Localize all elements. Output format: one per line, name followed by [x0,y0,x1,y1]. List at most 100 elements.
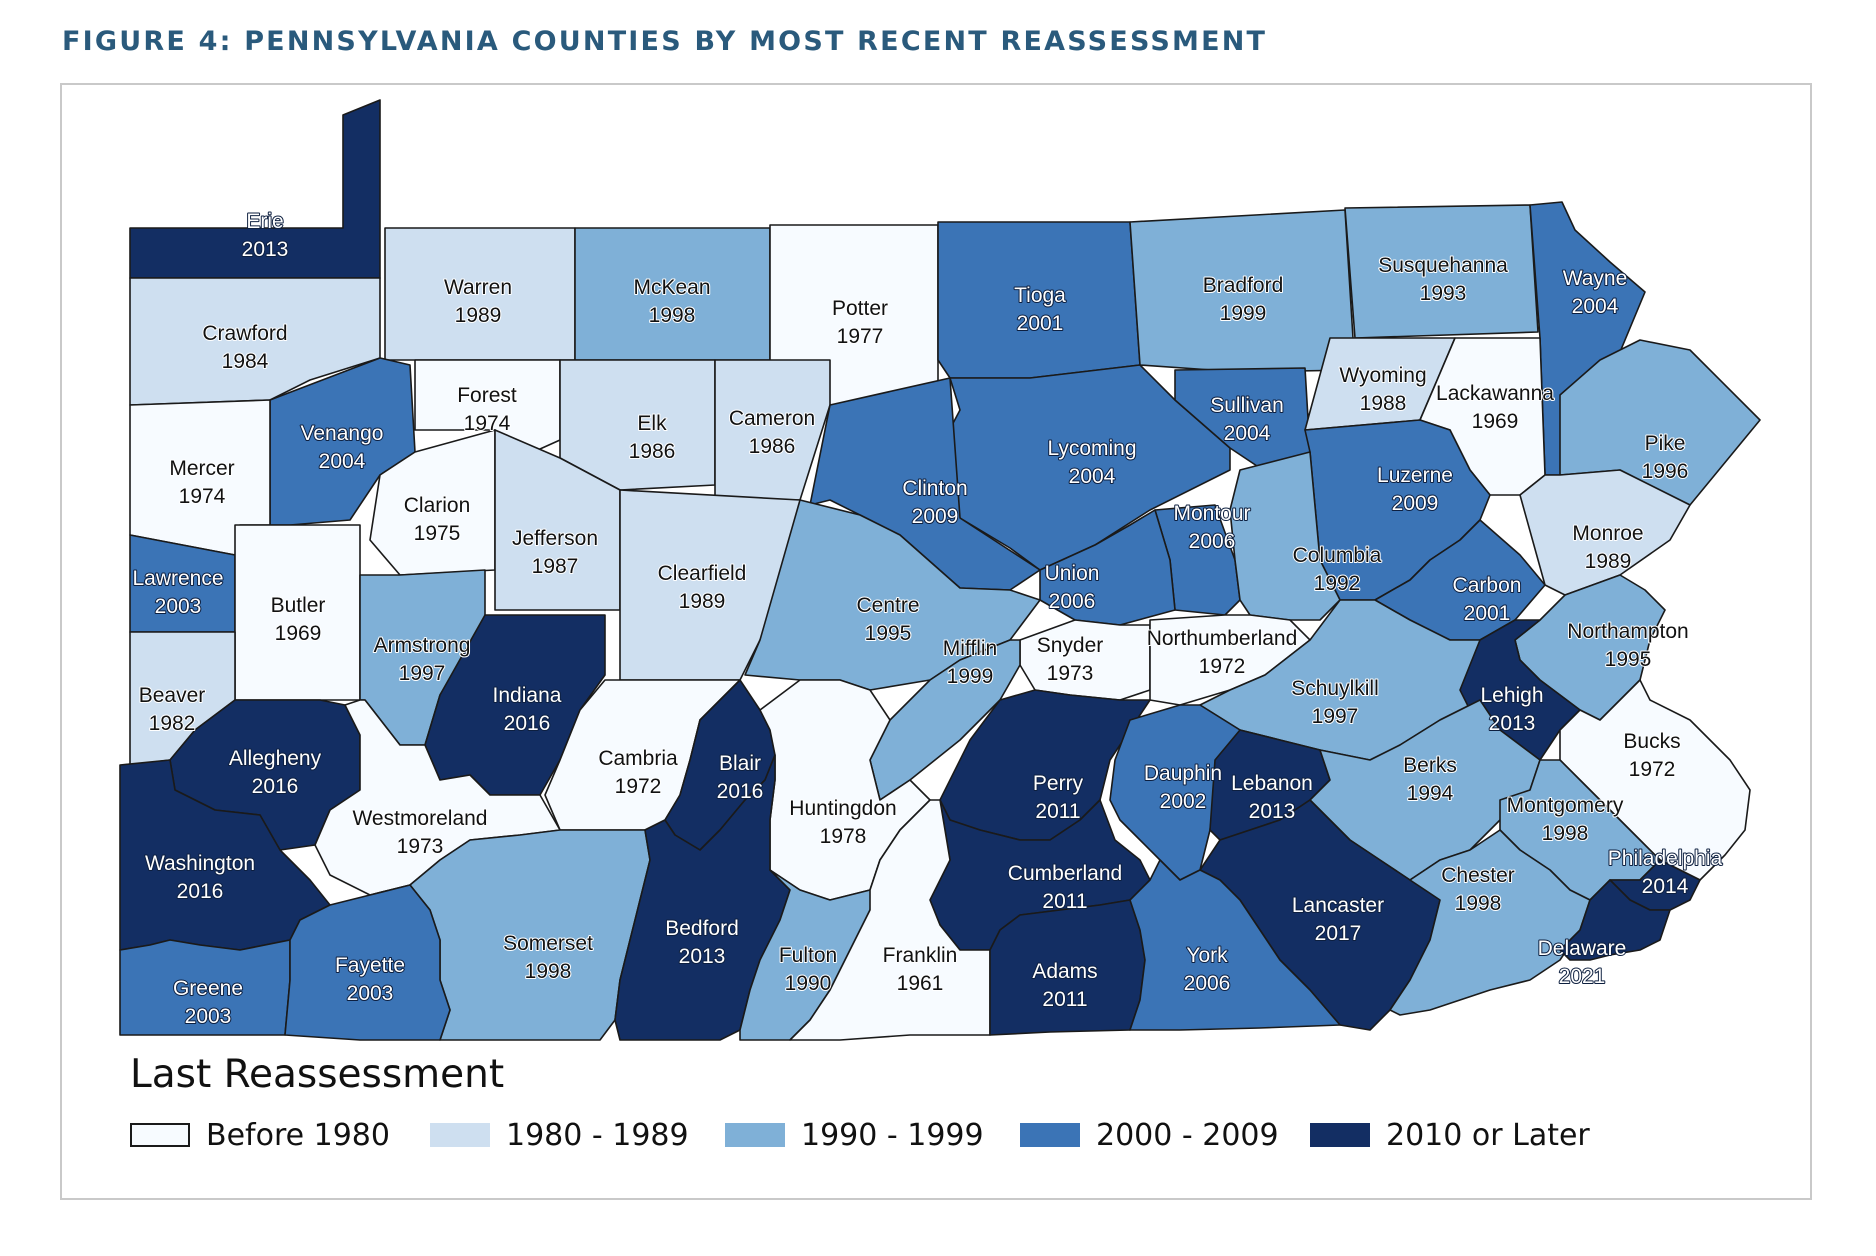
county-year-fulton: 1990 [785,972,832,995]
county-year-montgomery: 1998 [1542,822,1589,845]
county-label-monroe: Monroe [1572,522,1643,545]
county-year-mercer: 1974 [179,485,226,508]
county-label-tioga: Tioga [1014,284,1066,307]
county-label-lawrence: Lawrence [132,567,223,590]
county-label-bedford: Bedford [665,917,739,940]
county-year-northampton: 1995 [1605,648,1652,671]
county-year-cumberland: 2011 [1042,890,1087,913]
county-label-northumberland: Northumberland [1147,627,1298,650]
legend-title: Last Reassessment [130,1052,505,1097]
legend-item: 2000 - 2009 [1020,1115,1279,1155]
county-year-venango: 2004 [319,450,366,473]
county-label-venango: Venango [301,422,384,445]
county-label-jefferson: Jefferson [512,527,598,550]
county-label-union: Union [1045,562,1100,585]
county-year-columbia: 1992 [1314,572,1361,595]
county-year-tioga: 2001 [1017,312,1064,335]
county-label-beaver: Beaver [139,684,206,707]
county-label-crawford: Crawford [202,322,287,345]
county-year-susquehanna: 1993 [1420,282,1467,305]
county-year-philadelphia: 2014 [1642,875,1689,898]
county-cameron [714,359,831,501]
legend-swatch [725,1123,785,1147]
county-label-lehigh: Lehigh [1480,684,1543,707]
county-year-erie: 2013 [242,238,289,261]
county-year-adams: 2011 [1042,988,1087,1011]
county-label-snyder: Snyder [1037,634,1104,657]
county-label-warren: Warren [444,276,512,299]
legend: Before 1980 1980 - 1989 1990 - 1999 2000 - … [130,1115,1730,1155]
county-label-chester: Chester [1441,864,1515,887]
county-year-westmoreland: 1973 [397,835,444,858]
county-year-greene: 2003 [185,1005,232,1028]
county-label-lycoming: Lycoming [1047,437,1136,460]
legend-label: 2000 - 2009 [1096,1117,1279,1153]
county-year-lehigh: 2013 [1489,712,1536,735]
county-label-bucks: Bucks [1623,730,1680,753]
county-year-lebanon: 2013 [1249,800,1296,823]
county-year-lackawanna: 1969 [1472,410,1519,433]
county-year-butler: 1969 [275,622,322,645]
county-year-luzerne: 2009 [1392,492,1439,515]
county-label-lebanon: Lebanon [1231,772,1313,795]
legend-item: 1980 - 1989 [430,1115,689,1155]
county-year-armstrong: 1997 [399,662,446,685]
county-year-forest: 1974 [464,412,511,435]
figure-frame [60,83,1812,1200]
county-year-cambria: 1972 [615,775,662,798]
figure-title: FIGURE 4: PENNSYLVANIA COUNTIES BY MOST … [62,26,1268,57]
county-label-westmoreland: Westmoreland [352,807,487,830]
county-label-delaware: Delaware [1538,937,1627,960]
county-label-clinton: Clinton [902,477,967,500]
county-label-cameron: Cameron [729,407,815,430]
county-year-fayette: 2003 [347,982,394,1005]
county-label-mckean: McKean [633,276,710,299]
county-label-fayette: Fayette [335,954,405,977]
legend-item: Before 1980 [130,1115,390,1155]
county-label-huntingdon: Huntingdon [789,797,896,820]
county-year-allegheny: 2016 [252,775,299,798]
county-year-bradford: 1999 [1220,302,1267,325]
county-year-snyder: 1973 [1047,662,1094,685]
county-year-schuylkill: 1997 [1312,705,1359,728]
county-union [1039,509,1176,626]
county-year-perry: 2011 [1035,800,1080,823]
county-label-lancaster: Lancaster [1292,894,1384,917]
county-label-berks: Berks [1403,754,1457,777]
county-label-erie: Erie [246,210,283,233]
county-year-chester: 1998 [1455,892,1502,915]
county-delaware [1559,879,1671,961]
county-year-franklin: 1961 [897,972,944,995]
county-label-armstrong: Armstrong [374,634,471,657]
county-label-wayne: Wayne [1563,267,1628,290]
county-year-mifflin: 1999 [947,665,994,688]
county-year-sullivan: 2004 [1224,422,1271,445]
county-label-mifflin: Mifflin [943,637,997,660]
county-year-jefferson: 1987 [532,555,579,578]
county-year-potter: 1977 [837,325,884,348]
county-label-potter: Potter [832,297,888,320]
county-label-philadelphia: Philadelphia [1608,847,1723,870]
county-label-elk: Elk [637,412,667,435]
county-label-york: York [1186,944,1228,967]
county-label-carbon: Carbon [1453,574,1522,597]
county-snyder [1019,619,1151,701]
county-year-crawford: 1984 [222,350,269,373]
legend-item: 2010 or Later [1310,1115,1590,1155]
county-year-dauphin: 2002 [1160,790,1207,813]
county-label-montour: Montour [1173,502,1250,525]
county-year-berks: 1994 [1407,782,1454,805]
county-label-lackawanna: Lackawanna [1436,382,1554,405]
county-label-susquehanna: Susquehanna [1378,254,1508,277]
county-year-elk: 1986 [629,440,676,463]
county-year-carbon: 2001 [1464,602,1511,625]
county-label-adams: Adams [1032,960,1097,983]
county-year-clarion: 1975 [414,522,461,545]
county-year-beaver: 1982 [149,712,196,735]
county-label-schuylkill: Schuylkill [1291,677,1379,700]
county-year-indiana: 2016 [504,712,551,735]
county-year-union: 2006 [1049,590,1096,613]
county-year-washington: 2016 [177,880,224,903]
county-chester [1389,829,1591,1016]
